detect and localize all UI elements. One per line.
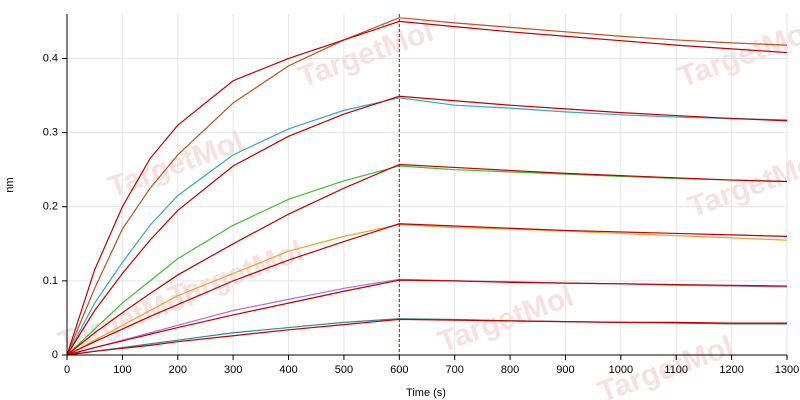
watermark: TargetMol — [164, 235, 308, 314]
series-line — [66, 279, 788, 356]
x-tick-label: 400 — [279, 364, 297, 376]
watermark: TargetMol — [294, 15, 438, 94]
y-tick-label: 0 — [52, 349, 58, 361]
x-tick-label: 600 — [390, 364, 408, 376]
series-line — [66, 17, 788, 356]
lines — [66, 14, 788, 356]
series-line — [66, 95, 788, 356]
watermark: TargetMol — [674, 15, 800, 94]
series-line — [66, 165, 788, 356]
x-tick-label: 1200 — [719, 364, 743, 376]
x-tick-label: 1300 — [775, 364, 799, 376]
x-tick-label: 700 — [446, 364, 464, 376]
x-tick-label: 100 — [113, 364, 131, 376]
x-tick-label: 200 — [169, 364, 187, 376]
y-tick-label: 0.1 — [43, 275, 58, 287]
y-axis-label: nm — [4, 177, 16, 192]
x-tick-label: 800 — [501, 364, 519, 376]
x-tick-label: 0 — [64, 364, 70, 376]
x-axis-label: Time (s) — [406, 387, 446, 399]
series-line — [66, 223, 788, 356]
series-line — [66, 20, 788, 356]
series-line — [66, 97, 788, 356]
y-tick-label: 0.3 — [43, 127, 58, 139]
x-tick-label: 1100 — [664, 364, 688, 376]
x-tick-label: 300 — [224, 364, 242, 376]
y-tick-label: 0.2 — [43, 201, 58, 213]
x-tick-label: 1000 — [609, 364, 633, 376]
y-tick-label: 0.4 — [43, 52, 58, 64]
series-line — [66, 163, 788, 356]
watermark: TargetMol — [684, 145, 800, 224]
series-line — [66, 223, 788, 356]
axes: 0 100 200 300 400 500 600 700 800 900 1000 1100 1200… — [43, 14, 799, 376]
series-line — [66, 318, 787, 356]
x-tick-label: 500 — [335, 364, 353, 376]
x-tick-label: 900 — [556, 364, 574, 376]
watermark: TargetMol — [104, 125, 248, 204]
